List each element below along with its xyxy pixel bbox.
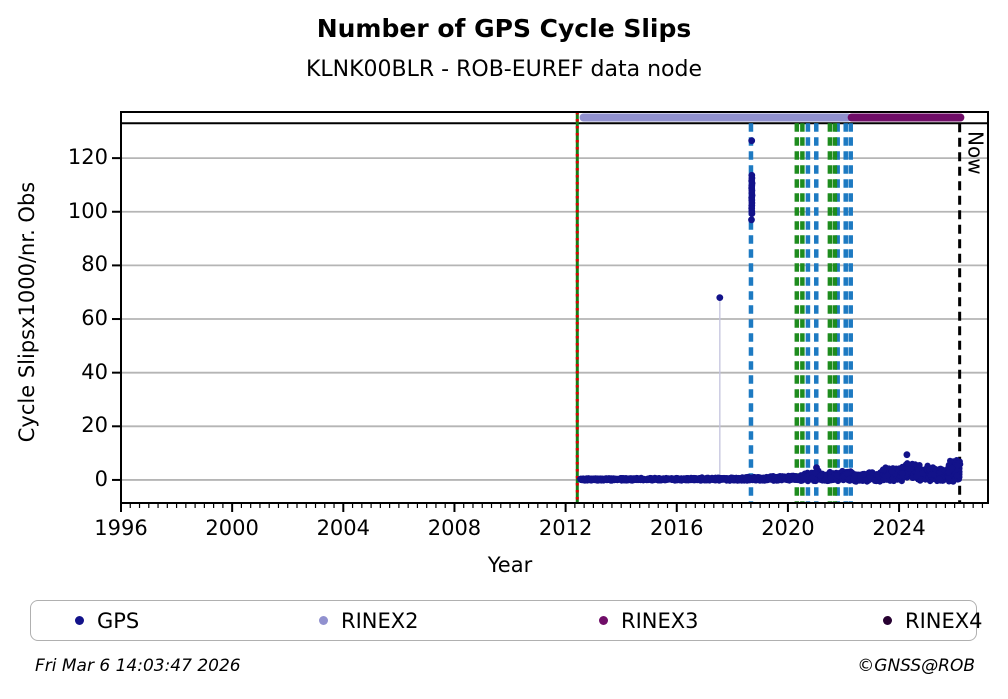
- rinex3-marker-icon: [599, 616, 608, 625]
- x-axis-label: Year: [487, 553, 533, 577]
- legend-label: RINEX2: [341, 608, 419, 633]
- y-tick-label: 80: [81, 252, 108, 277]
- now-line-label: Now: [963, 131, 988, 175]
- y-tick-label: 40: [81, 359, 108, 384]
- legend-label: RINEX3: [621, 608, 699, 633]
- legend-label: RINEX4: [905, 608, 983, 633]
- legend-item-gps: GPS: [75, 601, 139, 640]
- x-tick-label: 2004: [316, 516, 371, 540]
- gps-marker-icon: [75, 616, 84, 625]
- x-tick-label: 1996: [94, 516, 148, 540]
- x-tick-label: 2016: [650, 516, 704, 540]
- y-tick-label: 60: [81, 306, 108, 331]
- legend: GPS RINEX2 RINEX3 RINEX4: [30, 600, 983, 641]
- x-tick-label: 2000: [205, 516, 259, 540]
- legend-item-rinex2: RINEX2: [319, 601, 419, 640]
- y-tick-label: 100: [67, 198, 108, 223]
- x-tick-label: 2020: [761, 516, 815, 540]
- chart-subtitle: KLNK00BLR - ROB-EUREF data node: [305, 57, 703, 82]
- x-tick-label: 2012: [538, 516, 593, 540]
- plot-timestamp: Fri Mar 6 14:03:47 2026: [35, 656, 241, 676]
- y-tick-label: 0: [94, 466, 108, 491]
- rinex2-marker-icon: [319, 616, 328, 625]
- x-tick-label: 2008: [427, 516, 482, 540]
- y-tick-label: 120: [67, 145, 108, 170]
- x-tick-label: 2024: [872, 516, 926, 540]
- y-axis-label: Cycle Slipsx1000/nr. Obs: [15, 181, 39, 443]
- y-tick-label: 20: [81, 413, 108, 438]
- credit-text: ©GNSS@ROB: [857, 656, 975, 676]
- legend-item-rinex4: RINEX4: [883, 601, 983, 640]
- rinex4-marker-icon: [883, 616, 892, 625]
- chart-title: Number of GPS Cycle Slips: [316, 14, 692, 43]
- legend-item-rinex3: RINEX3: [599, 601, 699, 640]
- legend-label: GPS: [97, 608, 140, 633]
